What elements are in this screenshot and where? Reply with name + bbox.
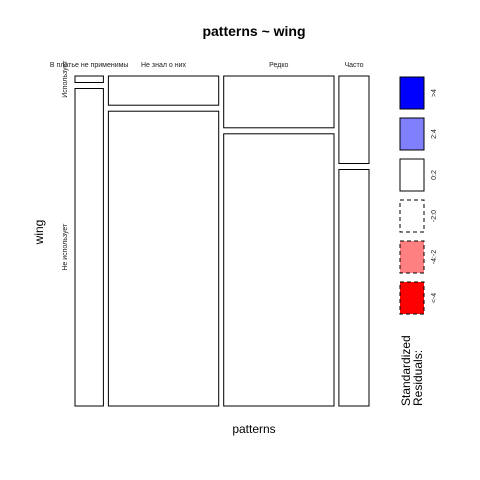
mosaic-cell-4-2 [338, 169, 370, 407]
mosaic-cell-2-1 [107, 75, 220, 106]
legend-title-line1: Standardized [399, 335, 413, 406]
legend-swatch [399, 76, 425, 110]
mosaic-cell-3-1 [223, 75, 335, 129]
mosaic-cell-4-1 [338, 75, 370, 164]
legend: >4 2:4 0:2 -2:0 -4:-2 <-4 [399, 76, 438, 315]
legend-swatch [399, 158, 425, 192]
legend-title: Standardized Residuals: [399, 335, 425, 406]
legend-label: >4 [431, 89, 438, 97]
chart-title: patterns ~ wing [202, 23, 305, 39]
legend-title-line2: Residuals: [411, 350, 425, 406]
mosaic-cells [74, 75, 370, 407]
mosaic-cell-1-1 [74, 75, 104, 83]
legend-label: -2:0 [431, 210, 438, 222]
x-category-label: Редко [269, 62, 288, 69]
y-axis-label: wing [32, 220, 46, 246]
x-category-label: Не знал о них [141, 62, 187, 69]
legend-swatch [399, 199, 425, 233]
legend-label: 2:4 [431, 129, 438, 139]
mosaic-cell-3-2 [223, 133, 335, 407]
x-axis-label: patterns [232, 422, 275, 436]
mosaic-cell-1-2 [74, 88, 104, 407]
y-category-label: Не использует [62, 223, 69, 271]
mosaic-cell-2-2 [107, 110, 220, 407]
legend-label: <-4 [431, 293, 438, 303]
legend-swatch [399, 117, 425, 151]
legend-label: 0:2 [431, 170, 438, 180]
x-category-labels: В платье не применимы Не знал о них Редко Ч… [50, 62, 364, 69]
x-category-label: В платье не применимы [50, 62, 129, 69]
legend-label: -4:-2 [431, 250, 438, 265]
legend-swatch [399, 240, 425, 274]
y-category-labels: Использует Не использует [62, 60, 69, 271]
legend-swatch [399, 281, 425, 315]
y-category-label: Использует [62, 60, 69, 98]
x-category-label: Часто [344, 62, 363, 69]
